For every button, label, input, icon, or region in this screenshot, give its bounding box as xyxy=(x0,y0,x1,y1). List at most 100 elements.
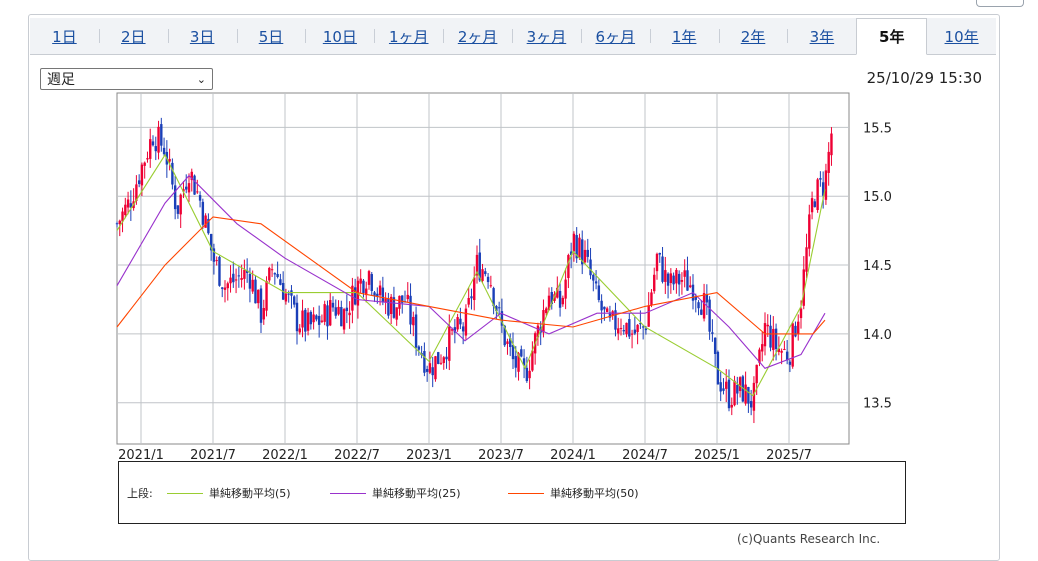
candle-body xyxy=(135,184,138,201)
candle-body xyxy=(727,379,731,409)
tab-5[interactable]: 1ヶ月 xyxy=(374,18,443,54)
tab-11[interactable]: 3年 xyxy=(787,18,856,54)
candle-body xyxy=(129,203,133,208)
candle-body xyxy=(464,308,468,336)
candle-body xyxy=(270,269,274,271)
candle-body xyxy=(434,356,437,380)
price-chart: 13.5 14.0 14.5 15.0 15.5 2021/1 2021/7 2022/1 20… xyxy=(115,92,892,463)
top-right-button[interactable] xyxy=(976,0,1024,7)
candle-body xyxy=(196,191,199,193)
period-select[interactable]: 週足 ⌄ xyxy=(40,68,213,90)
candle-body xyxy=(608,312,612,318)
candle-body xyxy=(218,256,221,286)
candle-body xyxy=(215,260,218,262)
candle-body xyxy=(677,273,681,285)
candle-body xyxy=(160,124,163,146)
candle-body xyxy=(824,170,828,200)
candle-body xyxy=(265,280,268,311)
candle-body xyxy=(326,305,329,327)
candle-body xyxy=(744,384,747,404)
tab-12[interactable]: 5年 xyxy=(856,18,928,55)
candle-body xyxy=(536,325,540,338)
candle-body xyxy=(237,275,241,277)
candle-body xyxy=(182,189,185,192)
tab-6[interactable]: 2ヶ月 xyxy=(443,18,512,54)
candle-body xyxy=(414,314,418,348)
tab-1[interactable]: 2日 xyxy=(98,18,168,54)
candle-body xyxy=(151,141,155,146)
candle-body xyxy=(168,158,171,162)
tab-3[interactable]: 5日 xyxy=(236,18,306,54)
legend-label-sma5: 単純移動平均(5) xyxy=(209,487,291,500)
candle-body xyxy=(783,348,786,350)
candle-body xyxy=(437,352,440,364)
x-tick-label: 2024/1 xyxy=(550,448,596,463)
series-line-1 xyxy=(116,174,826,369)
candle-body xyxy=(171,162,174,185)
candle-body xyxy=(630,333,634,335)
tab-2[interactable]: 3日 xyxy=(167,18,237,54)
candle-body xyxy=(268,267,271,281)
candle-body xyxy=(647,305,650,327)
candle-body xyxy=(409,295,412,325)
candle-body xyxy=(605,308,609,312)
candle-body xyxy=(680,280,684,282)
period-select-value: 週足 xyxy=(47,72,75,88)
candle-body xyxy=(683,270,686,277)
candle-body xyxy=(367,271,371,285)
tab-10[interactable]: 2年 xyxy=(718,18,788,54)
candle-body xyxy=(531,350,534,371)
candle-body xyxy=(777,348,781,352)
candle-body xyxy=(276,273,279,277)
candle-body xyxy=(317,315,321,325)
candle-body xyxy=(157,126,160,153)
candle-body xyxy=(758,349,761,363)
candle-body xyxy=(425,369,429,372)
candle-body xyxy=(763,323,767,347)
candle-body xyxy=(262,308,265,320)
candle-body xyxy=(808,214,811,249)
candle-body xyxy=(389,296,393,315)
y-tick-label: 14.0 xyxy=(863,328,892,343)
x-tick-label: 2025/7 xyxy=(766,448,812,463)
tab-4[interactable]: 10日 xyxy=(305,18,374,54)
candle-body xyxy=(412,316,415,326)
candle-body xyxy=(259,288,263,323)
timestamp: 25/10/29 15:30 xyxy=(866,69,982,87)
candle-body xyxy=(747,386,750,404)
candle-body xyxy=(121,211,124,222)
candle-body xyxy=(198,195,202,201)
candle-body xyxy=(143,162,146,166)
candle-body xyxy=(503,325,506,346)
candle-body xyxy=(362,280,365,294)
candle-body xyxy=(126,199,130,208)
tab-8[interactable]: 6ヶ月 xyxy=(580,18,650,54)
candle-body xyxy=(323,304,326,322)
candle-body xyxy=(547,295,551,311)
legend-line-sma5 xyxy=(167,492,203,494)
candle-body xyxy=(697,302,700,309)
candle-body xyxy=(149,139,152,159)
candle-body xyxy=(578,237,581,258)
candle-body xyxy=(794,325,797,337)
x-tick-label: 2023/1 xyxy=(406,448,452,463)
candle-body xyxy=(287,293,290,295)
candle-body xyxy=(713,337,717,354)
x-tick-label: 2021/1 xyxy=(118,448,164,463)
candle-body xyxy=(517,353,520,372)
candle-body xyxy=(345,307,349,312)
candle-body xyxy=(561,297,565,305)
tab-13[interactable]: 10年 xyxy=(944,27,979,46)
candle-body xyxy=(617,328,620,334)
tab-7[interactable]: 3ヶ月 xyxy=(512,18,581,54)
tab-9[interactable]: 1年 xyxy=(649,18,719,54)
candle-body xyxy=(581,239,584,265)
period-tabs: 1日 2日 3日 5日 10日 1ヶ月 2ヶ月 3ヶ月 6ヶ月 1年 2年 3年 5年 10年 xyxy=(30,18,996,55)
candle-body xyxy=(722,388,725,391)
tab-0[interactable]: 1日 xyxy=(52,27,77,46)
candle-body xyxy=(226,283,229,289)
candle-body xyxy=(827,151,830,173)
candle-body xyxy=(245,270,249,273)
x-tick-label: 2022/7 xyxy=(334,448,380,463)
candle-body xyxy=(614,310,617,330)
